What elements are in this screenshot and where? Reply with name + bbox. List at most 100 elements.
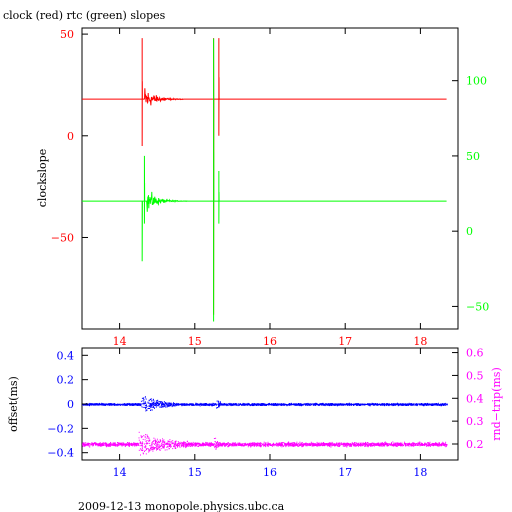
roundtrip-point <box>138 443 140 445</box>
offset-point <box>319 403 321 405</box>
roundtrip-point <box>154 447 156 448</box>
roundtrip-point <box>280 442 282 444</box>
offset-point <box>191 403 192 405</box>
roundtrip-point <box>129 445 130 447</box>
roundtrip-point <box>163 447 165 448</box>
roundtrip-point <box>232 445 234 447</box>
offset-point <box>104 403 106 405</box>
roundtrip-point <box>127 444 129 446</box>
roundtrip-point <box>181 442 183 444</box>
offset-point <box>153 402 155 404</box>
roundtrip-point <box>375 444 377 446</box>
offset-point <box>358 404 360 406</box>
offset-point <box>437 404 439 405</box>
offset-point <box>334 404 335 406</box>
roundtrip-point <box>138 431 140 433</box>
roundtrip-point <box>357 443 359 445</box>
roundtrip-point <box>241 445 243 447</box>
roundtrip-point <box>95 444 96 446</box>
roundtrip-point <box>400 442 402 444</box>
roundtrip-point <box>280 445 282 447</box>
roundtrip-point <box>137 443 139 445</box>
offset-point <box>308 404 310 405</box>
roundtrip-point <box>181 446 183 448</box>
offset-point <box>273 404 274 406</box>
roundtrip-point <box>437 445 439 447</box>
roundtrip-point <box>356 444 358 446</box>
roundtrip-point <box>199 443 200 445</box>
roundtrip-point <box>346 446 348 448</box>
roundtrip-point <box>152 448 154 450</box>
offset-point <box>233 403 234 405</box>
roundtrip-point <box>101 443 103 445</box>
roundtrip-point <box>344 444 346 446</box>
roundtrip-point <box>142 442 144 444</box>
roundtrip-point <box>214 445 216 447</box>
roundtrip-point <box>244 444 246 446</box>
roundtrip-point <box>399 443 400 445</box>
roundtrip-point <box>337 445 338 447</box>
offset-point <box>274 405 276 406</box>
roundtrip-point <box>115 444 117 446</box>
roundtrip-point <box>234 443 236 445</box>
offset-point <box>144 401 146 403</box>
offset-point <box>293 404 294 406</box>
offset-point <box>403 403 405 405</box>
offset-point <box>182 403 184 405</box>
roundtrip-point <box>122 442 124 444</box>
roundtrip-point <box>152 450 154 452</box>
roundtrip-point <box>421 444 423 446</box>
roundtrip-point <box>219 445 220 447</box>
roundtrip-point <box>260 445 261 446</box>
roundtrip-point <box>194 445 196 447</box>
clock-series-group <box>82 38 447 315</box>
roundtrip-point <box>281 446 283 448</box>
offset-point <box>199 405 201 407</box>
offset-point <box>218 402 220 404</box>
roundtrip-point <box>155 447 157 449</box>
offset-point <box>200 403 202 404</box>
roundtrip-point <box>174 443 175 445</box>
roundtrip-point <box>197 443 199 445</box>
roundtrip-point <box>158 446 160 448</box>
roundtrip-point <box>298 442 300 444</box>
offset-point <box>353 404 355 406</box>
offset-point <box>166 403 168 405</box>
offset-point <box>143 404 145 406</box>
roundtrip-point <box>390 444 392 446</box>
roundtrip-point <box>358 444 360 445</box>
offset-point <box>144 406 146 408</box>
roundtrip-point <box>174 445 176 447</box>
offset-point <box>384 405 386 407</box>
roundtrip-point <box>164 449 166 451</box>
roundtrip-point <box>183 444 185 446</box>
offset-point <box>161 406 163 407</box>
slopes-x-axis: 14 15 16 17 18 <box>113 28 427 348</box>
roundtrip-point <box>152 447 154 449</box>
roundtrip-point <box>176 443 178 445</box>
offset-point <box>111 404 113 405</box>
roundtrip-point <box>91 443 93 445</box>
roundtrip-point <box>167 444 169 446</box>
offset-point <box>89 405 90 407</box>
offset-point <box>183 404 185 406</box>
offset-point <box>300 403 302 405</box>
offset-point <box>293 404 295 406</box>
roundtrip-point <box>378 444 380 446</box>
offset-point <box>118 403 120 405</box>
roundtrip-point <box>304 444 306 446</box>
roundtrip-point <box>317 445 319 446</box>
offset-point <box>310 403 312 405</box>
roundtrip-point <box>160 445 162 447</box>
offset-point <box>174 403 176 405</box>
offset-point <box>101 402 103 404</box>
roundtrip-point <box>239 443 241 445</box>
offset-point <box>151 406 153 408</box>
offset-point <box>388 404 390 406</box>
roundtrip-point <box>374 444 376 446</box>
offset-point <box>105 403 107 405</box>
roundtrip-point <box>358 442 360 444</box>
roundtrip-point <box>351 442 353 444</box>
roundtrip-point <box>394 444 396 446</box>
roundtrip-point <box>393 442 395 444</box>
